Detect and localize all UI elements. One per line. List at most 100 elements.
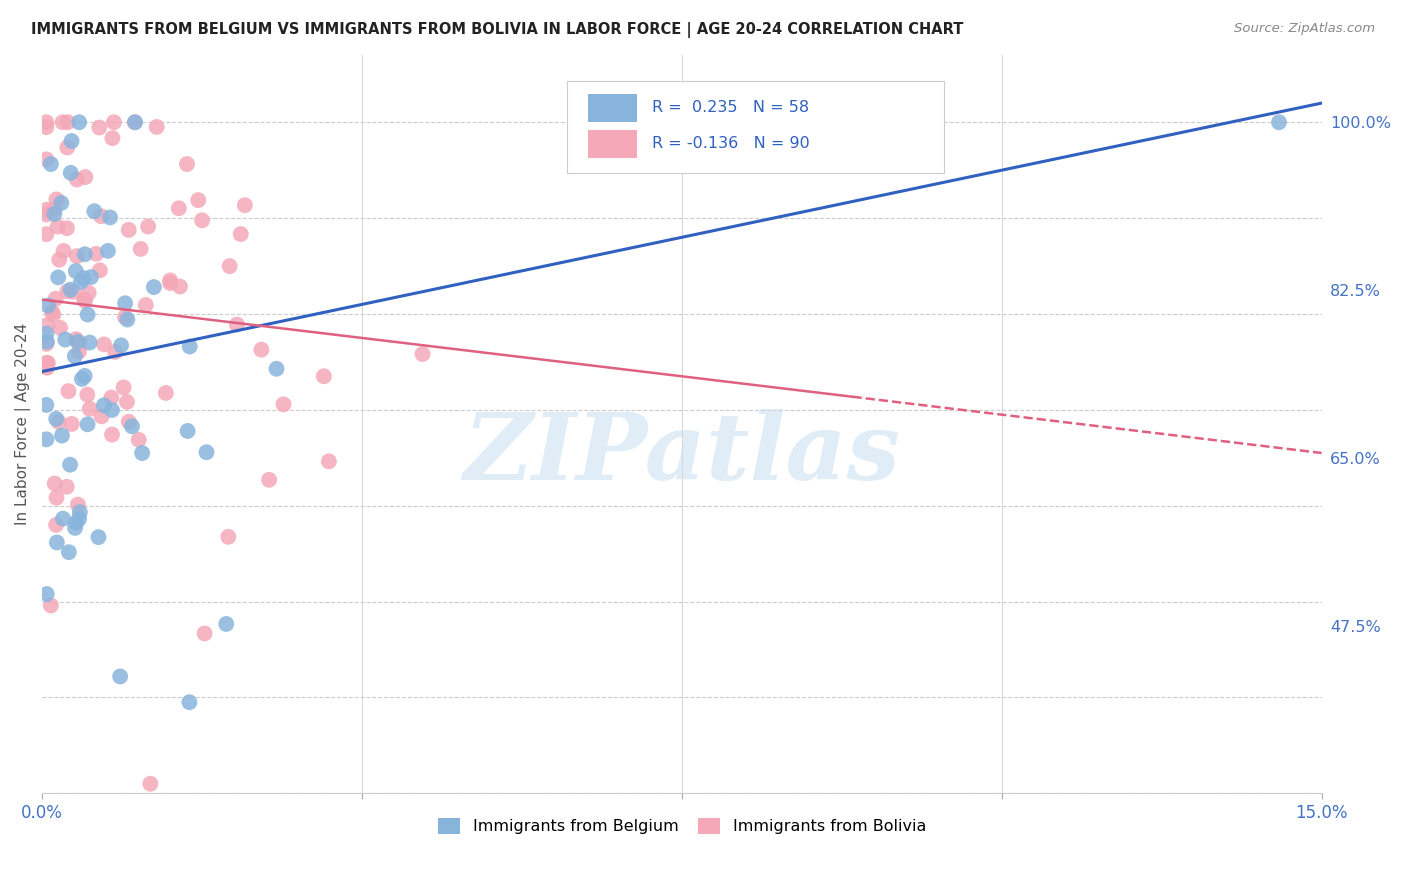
Point (79, 401, 101, 416)
Point (59, 283, 82, 297)
Point (93, 398, 115, 412)
Point (101, 403, 124, 417)
Text: Source: ZipAtlas.com: Source: ZipAtlas.com (1234, 22, 1375, 36)
Point (65, 264, 87, 278)
Point (48, 415, 70, 429)
Point (72, 271, 94, 285)
Point (101, 131, 124, 145)
Point (76, 308, 98, 322)
Point (124, 115, 146, 129)
Point (52, 115, 75, 129)
Point (73, 247, 96, 261)
Point (118, 415, 141, 429)
Point (52, 511, 75, 525)
Point (66, 172, 89, 186)
Point (250, 343, 273, 357)
Point (63, 349, 86, 363)
Point (45, 535, 67, 549)
Point (135, 298, 157, 312)
Point (76, 417, 98, 432)
Point (83, 204, 105, 219)
Point (59, 458, 82, 472)
Point (45, 517, 67, 532)
Point (37, 356, 59, 370)
Point (110, 338, 132, 352)
Point (37, 299, 59, 313)
Point (114, 310, 136, 325)
Point (112, 380, 135, 394)
Point (87, 530, 110, 544)
Point (35, 398, 58, 412)
Point (312, 369, 335, 384)
Point (90, 209, 112, 223)
Point (46, 219, 69, 234)
Point (45, 412, 67, 426)
Point (159, 273, 181, 287)
Point (67, 512, 90, 526)
Point (46, 270, 69, 285)
Point (195, 445, 218, 459)
Point (318, 454, 340, 468)
Point (48, 252, 70, 267)
Point (55, 480, 77, 494)
Point (41, 305, 63, 319)
Point (176, 157, 198, 171)
Point (35, 153, 58, 167)
Point (89, 263, 111, 277)
Point (65, 516, 87, 530)
Point (155, 386, 177, 401)
Point (42, 308, 65, 322)
Point (145, 120, 167, 134)
Point (63, 521, 86, 535)
Point (226, 318, 249, 332)
Point (35, 433, 58, 447)
Point (73, 293, 96, 308)
Point (75, 169, 97, 184)
Point (62, 285, 84, 299)
Point (118, 223, 141, 237)
Text: ZIPatlas: ZIPatlas (464, 409, 900, 499)
Point (114, 296, 136, 310)
Point (35, 227, 58, 242)
Point (215, 616, 238, 631)
Point (35, 334, 58, 349)
Point (73, 368, 96, 383)
Point (44, 207, 66, 221)
Point (179, 339, 201, 353)
Y-axis label: In Labor Force | Age 20-24: In Labor Force | Age 20-24 (15, 323, 31, 525)
Point (60, 134, 83, 148)
Point (179, 695, 201, 709)
FancyBboxPatch shape (567, 81, 945, 173)
Point (136, 219, 159, 234)
Point (45, 491, 67, 505)
Point (35, 336, 58, 351)
Point (218, 259, 240, 273)
Point (90, 409, 112, 424)
Point (217, 530, 239, 544)
Point (35, 202, 58, 217)
Point (58, 545, 80, 559)
Point (128, 433, 150, 447)
Point (39, 157, 62, 171)
Point (51, 196, 73, 211)
Point (35, 360, 58, 375)
Point (35, 207, 58, 221)
Point (191, 213, 214, 227)
Point (229, 227, 252, 241)
Point (56, 140, 79, 154)
Point (412, 347, 434, 361)
Point (104, 344, 127, 359)
Point (115, 395, 138, 409)
Point (89, 120, 111, 135)
Point (169, 279, 191, 293)
Point (176, 424, 198, 438)
Point (60, 417, 83, 431)
Point (80, 270, 103, 285)
Point (56, 115, 79, 129)
FancyBboxPatch shape (589, 129, 637, 158)
Point (66, 334, 89, 349)
Point (73, 293, 96, 307)
Text: R =  0.235   N = 58: R = 0.235 N = 58 (652, 100, 810, 115)
Point (49, 321, 72, 335)
Point (97, 244, 120, 258)
